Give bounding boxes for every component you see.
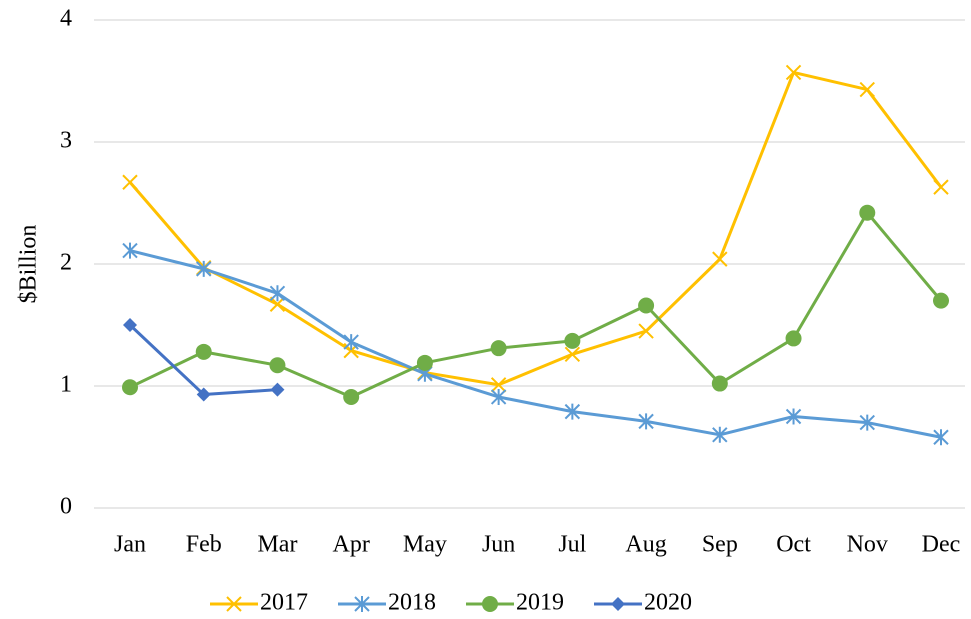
marker <box>933 292 949 309</box>
marker <box>196 387 211 402</box>
y-tick-label: 3 <box>60 128 72 154</box>
y-tick-label: 4 <box>60 6 72 32</box>
marker <box>269 285 286 302</box>
marker <box>343 334 359 351</box>
marker <box>785 64 802 81</box>
series <box>122 242 949 446</box>
marker <box>122 174 138 190</box>
marker <box>711 375 728 392</box>
series-line <box>128 70 943 387</box>
legend-marker <box>354 596 370 612</box>
x-tick-label: Feb <box>186 532 222 558</box>
marker <box>638 413 654 430</box>
marker <box>196 260 212 277</box>
legend-item: 2019 <box>466 590 564 616</box>
marker <box>859 204 876 221</box>
legend-item: 2018 <box>338 590 436 616</box>
x-tick-label: Aug <box>625 532 666 558</box>
marker <box>785 408 802 425</box>
marker <box>564 346 581 362</box>
x-tick-label: Nov <box>847 532 888 558</box>
x-tick-label: Dec <box>922 532 961 558</box>
legend-label: 2018 <box>388 590 436 616</box>
legend-item: 2017 <box>210 590 308 616</box>
marker <box>123 318 137 332</box>
marker <box>490 388 507 405</box>
series <box>122 64 949 393</box>
x-tick-label: Mar <box>257 532 297 558</box>
y-tick-label: 2 <box>60 250 72 276</box>
x-tick-label: Oct <box>776 532 811 558</box>
y-axis-label: $Billion <box>16 225 42 304</box>
legend-label: 2019 <box>516 590 564 616</box>
marker <box>564 332 581 349</box>
y-tick-label: 1 <box>60 372 72 398</box>
legend-label: 2017 <box>260 590 308 616</box>
legend-item: 2020 <box>594 590 692 616</box>
marker <box>564 403 581 420</box>
legend-marker <box>226 596 242 612</box>
marker <box>122 242 138 259</box>
marker <box>343 388 360 405</box>
legend-marker <box>482 596 498 612</box>
marker <box>933 429 949 446</box>
marker <box>712 251 728 267</box>
marker <box>122 379 138 396</box>
marker <box>859 81 875 98</box>
legend-label: 2020 <box>644 590 692 616</box>
legend-marker <box>611 597 625 611</box>
marker <box>416 354 433 371</box>
series <box>122 204 949 405</box>
x-tick-label: May <box>403 532 447 558</box>
x-tick-label: Apr <box>333 532 370 558</box>
series <box>123 318 285 402</box>
marker <box>269 357 286 374</box>
marker <box>490 340 507 357</box>
marker <box>638 323 654 339</box>
marker <box>269 296 286 312</box>
y-tick-label: 0 <box>60 494 72 520</box>
marker <box>638 297 655 314</box>
x-tick-label: Jul <box>558 532 586 558</box>
marker <box>933 179 949 195</box>
series-line <box>129 211 943 399</box>
x-tick-label: Jun <box>482 532 515 558</box>
marker <box>859 414 875 431</box>
series-line <box>129 249 942 439</box>
x-tick-label: Jan <box>114 532 146 558</box>
marker <box>785 330 802 347</box>
marker <box>195 343 212 360</box>
x-tick-label: Sep <box>702 532 738 558</box>
marker <box>270 382 285 397</box>
marker <box>490 377 507 393</box>
marker <box>712 426 728 443</box>
